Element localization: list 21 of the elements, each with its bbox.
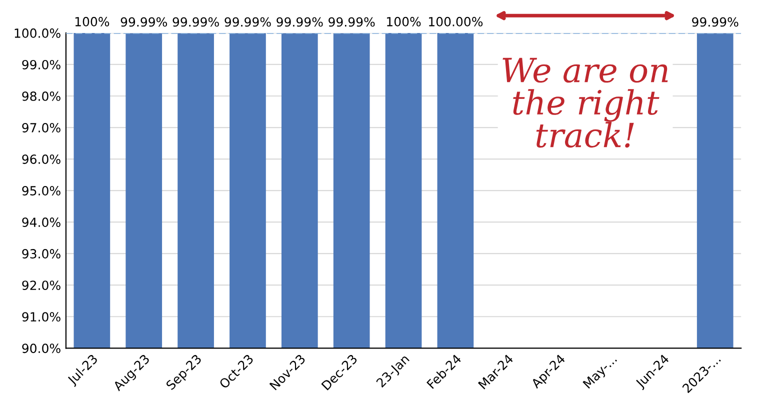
y-tick-label: 93.0% — [22, 249, 60, 259]
y-tick-label: 94.0% — [22, 218, 60, 227]
y-tick-label: 90.0% — [22, 344, 60, 354]
y-tick-label: 99.0% — [22, 60, 60, 70]
y-tick-label: 100.0% — [14, 28, 60, 38]
y-tick-label: 91.0% — [22, 312, 60, 322]
annotation: We are on the right track! — [502, 58, 668, 148]
data-label: 100% — [387, 16, 421, 26]
data-label: 99.99% — [276, 17, 323, 27]
data-label: 100% — [75, 16, 110, 26]
data-label: 99.99% — [172, 17, 219, 27]
data-label: 100.00% — [429, 16, 483, 26]
data-label: 99.99% — [120, 17, 167, 27]
y-tick-label: 96.0% — [22, 154, 60, 164]
y-tick-label: 95.0% — [22, 186, 60, 196]
data-label: 99.99% — [224, 17, 271, 27]
y-tick-label: 98.0% — [22, 91, 60, 101]
data-label: 99.99% — [328, 17, 375, 27]
y-tick-label: 97.0% — [22, 122, 60, 132]
y-tick-label: 92.0% — [22, 280, 60, 290]
data-label: 99.99% — [692, 17, 738, 27]
